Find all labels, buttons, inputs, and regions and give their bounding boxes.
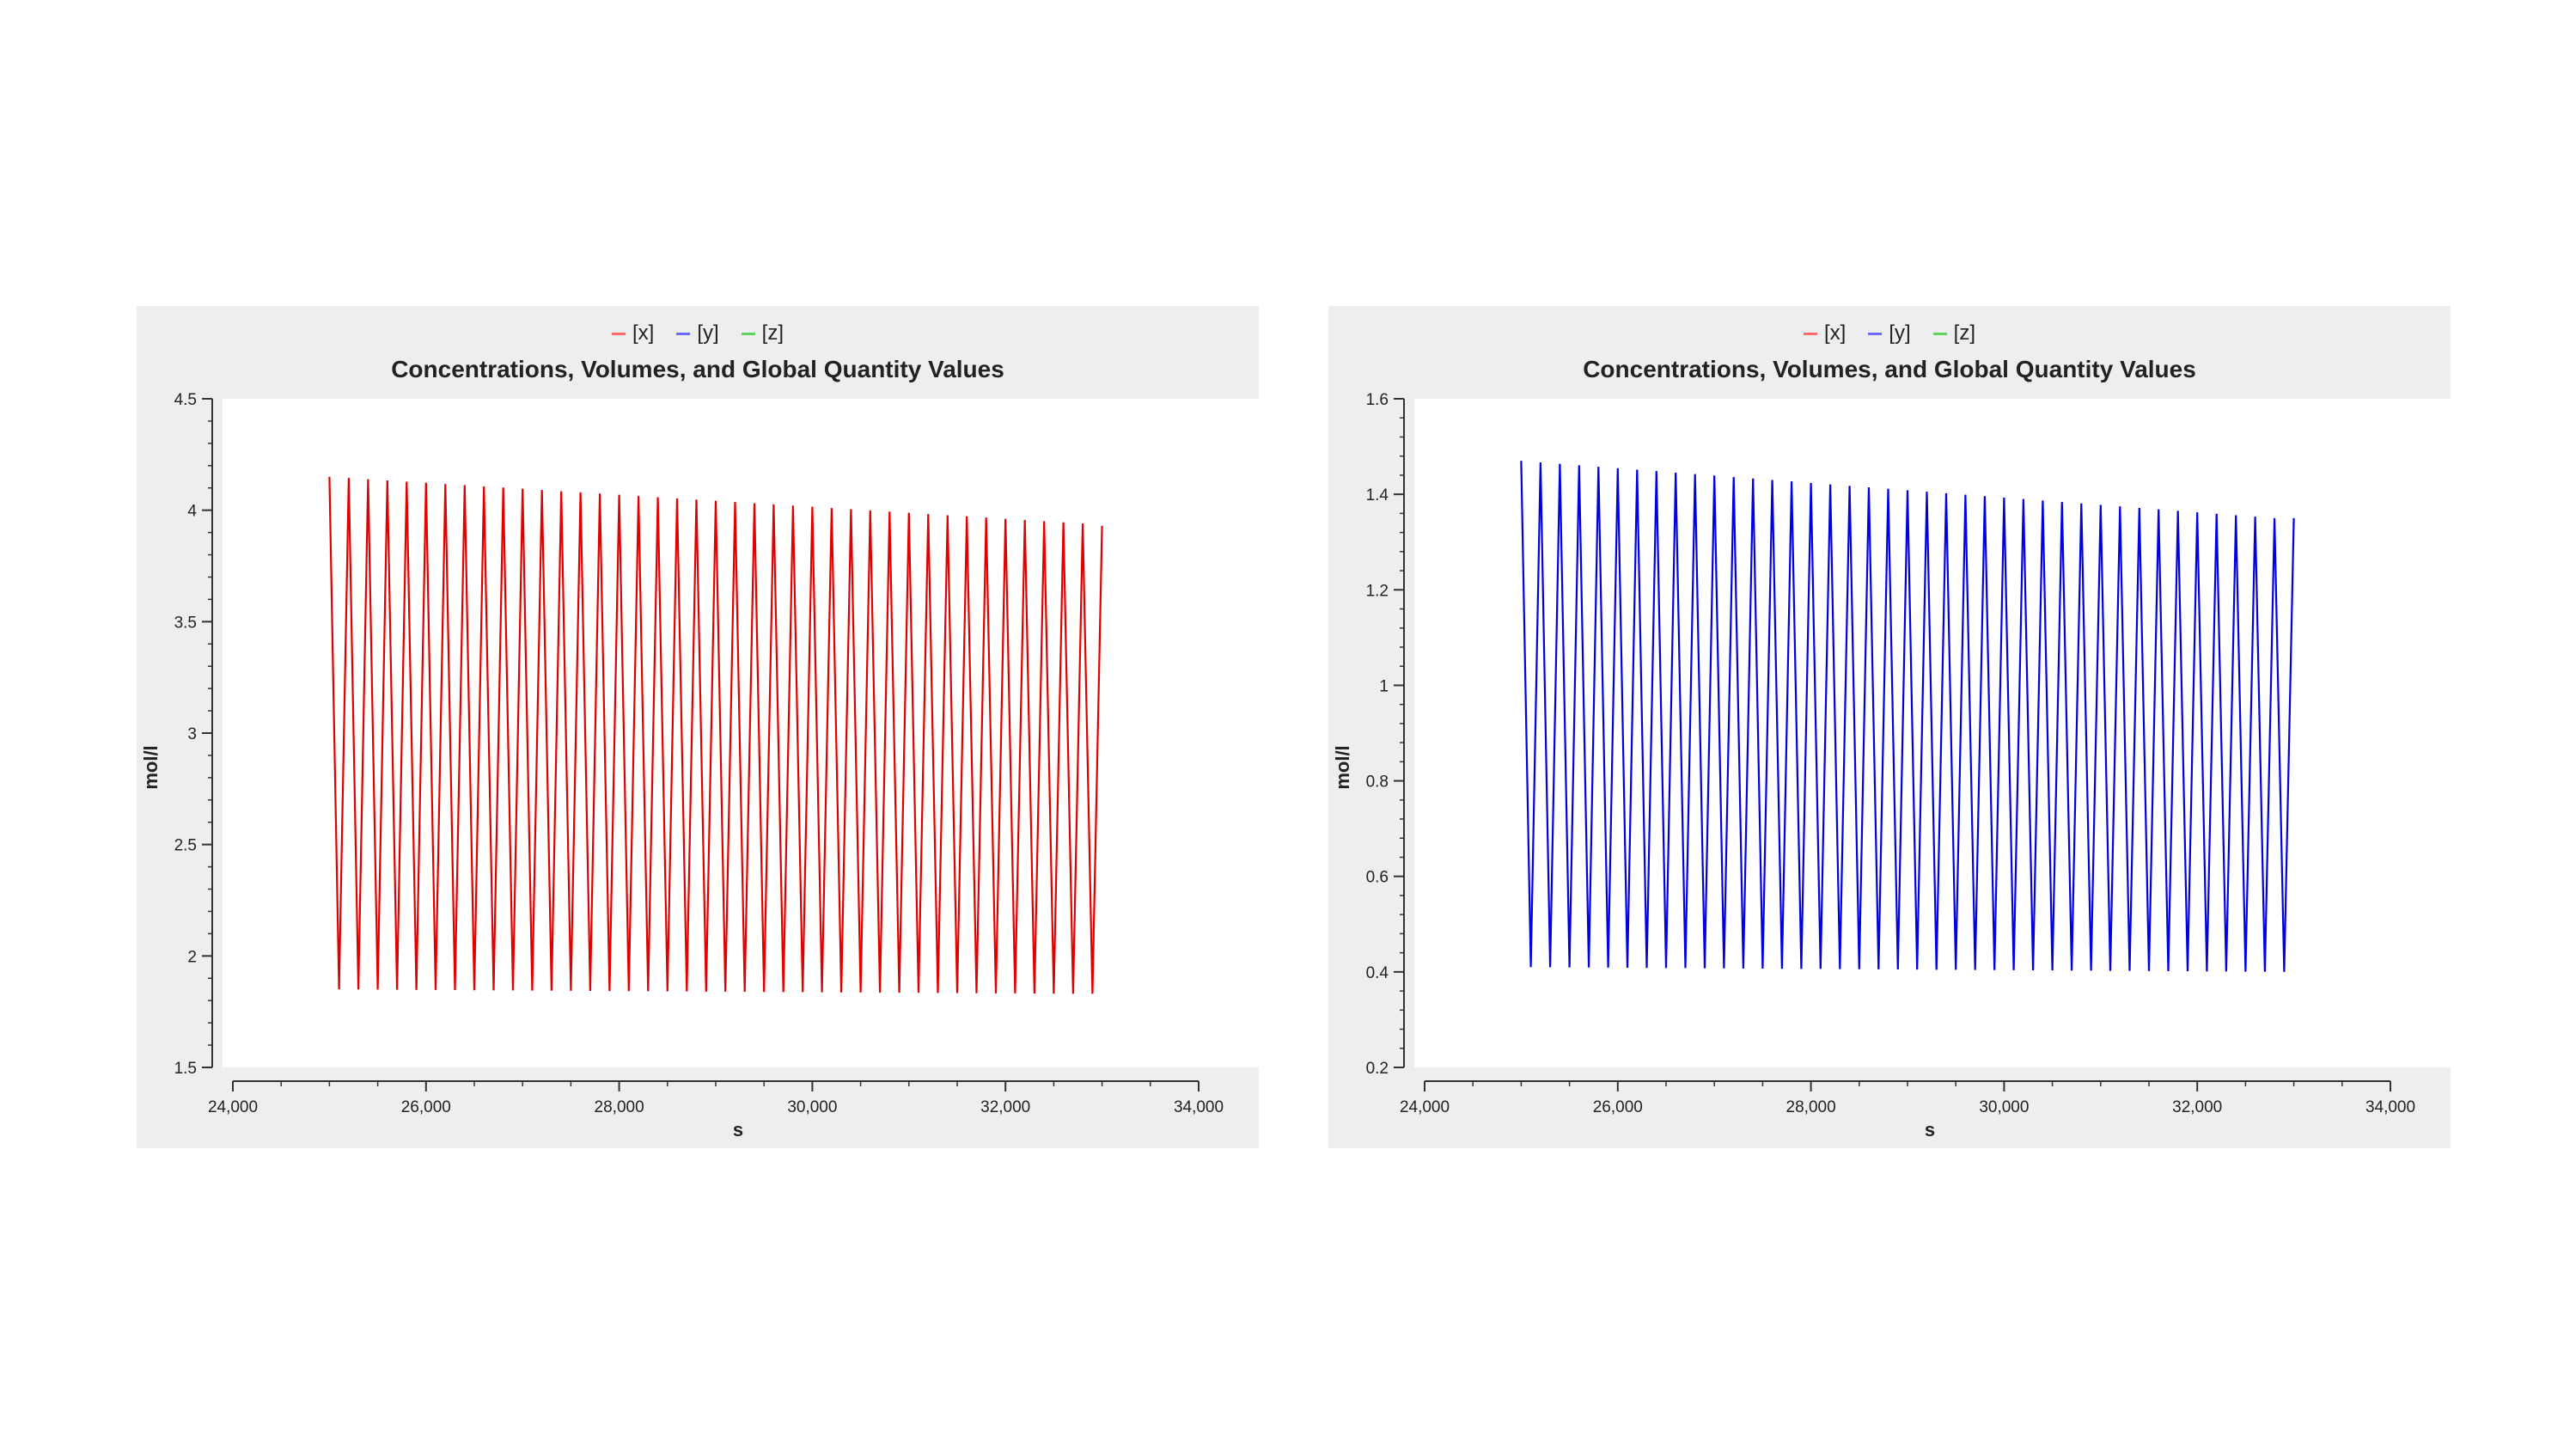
y-tick-label: 1.4: [1366, 486, 1389, 504]
x-tick-label: 34,000: [2365, 1098, 2415, 1116]
x-tick-label: 24,000: [208, 1098, 258, 1116]
y-tick-label: 3.5: [174, 614, 197, 632]
y-tick-label: 0.4: [1366, 964, 1389, 982]
y-tick-label: 0.8: [1366, 773, 1389, 792]
y-tick-label: 1.6: [1366, 391, 1389, 409]
y-tick-label: 1: [1379, 677, 1389, 695]
y-tick-label: 0.2: [1366, 1060, 1389, 1078]
y-tick-label: 1.2: [1366, 582, 1389, 600]
x-tick-label: 32,000: [980, 1098, 1030, 1116]
y-tick-label: 2: [187, 948, 197, 966]
x-tick-label: 28,000: [1786, 1098, 1836, 1116]
y-tick-label: 0.6: [1366, 869, 1389, 887]
y-axis-title: mol/l: [140, 745, 162, 789]
y-tick-label: 4.5: [174, 391, 197, 409]
plot-area: 1.5 2 2.5 3 3.5 4 4.5 24,000 26,000 28,000 30,000 3…: [137, 306, 1259, 1148]
chart-panel-right: [x] [y] [z] Concentrations, Volumes, and…: [1328, 306, 2451, 1148]
x-tick-label: 26,000: [401, 1098, 451, 1116]
y-tick-label: 2.5: [174, 837, 197, 855]
x-tick-label: 34,000: [1174, 1098, 1224, 1116]
x-axis-title: s: [1925, 1119, 1935, 1140]
y-tick-label: 3: [187, 725, 197, 743]
x-tick-label: 32,000: [2172, 1098, 2222, 1116]
x-tick-label: 30,000: [787, 1098, 837, 1116]
y-tick-label: 1.5: [174, 1060, 197, 1078]
x-axis-title: s: [733, 1119, 743, 1140]
x-tick-label: 24,000: [1400, 1098, 1450, 1116]
y-tick-label: 4: [187, 503, 197, 521]
x-tick-label: 28,000: [595, 1098, 644, 1116]
y-axis-title: mol/l: [1332, 745, 1353, 789]
plot-area: 0.2 0.4 0.6 0.8 1 1.2 1.4 1.6 24,000 26,000 28,000…: [1328, 306, 2451, 1148]
x-tick-label: 30,000: [1979, 1098, 2029, 1116]
chart-panel-left: [x] [y] [z] Concentrations, Volumes, and…: [137, 306, 1259, 1148]
x-tick-label: 26,000: [1593, 1098, 1643, 1116]
